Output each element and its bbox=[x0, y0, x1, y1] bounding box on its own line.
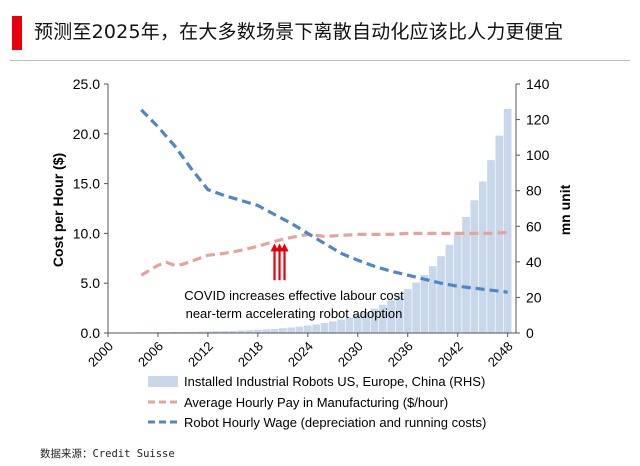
annotation-line-2: near-term accelerating robot adoption bbox=[186, 306, 403, 321]
legend-label-wage: Robot Hourly Wage (depreciation and runn… bbox=[184, 415, 486, 430]
left-tick-label: 25.0 bbox=[73, 76, 100, 92]
bar bbox=[295, 326, 304, 333]
bar bbox=[304, 325, 312, 333]
legend-swatch-robots bbox=[148, 376, 178, 387]
page-title: 预测至2025年，在大多数场景下离散自动化应该比人力更便宜 bbox=[34, 21, 564, 43]
arrow-head bbox=[280, 243, 289, 252]
annotation-line-1: COVID increases effective labour cost bbox=[184, 288, 404, 303]
x-tick-label: 2006 bbox=[135, 339, 166, 370]
left-tick-label: 5.0 bbox=[81, 275, 101, 291]
bar bbox=[354, 314, 362, 333]
bar bbox=[478, 181, 487, 333]
bar bbox=[362, 312, 370, 333]
bar bbox=[403, 289, 412, 333]
bar bbox=[212, 331, 221, 333]
x-tick-label: 2024 bbox=[285, 339, 316, 370]
bar bbox=[412, 282, 420, 333]
covid-arrows bbox=[270, 243, 289, 281]
x-tick-label: 2036 bbox=[385, 339, 416, 370]
bar bbox=[312, 324, 320, 333]
right-tick-label: 140 bbox=[526, 76, 550, 92]
bar bbox=[437, 256, 445, 333]
left-tick-label: 0.0 bbox=[81, 325, 101, 341]
x-tick-label: 2048 bbox=[485, 339, 516, 370]
bar bbox=[453, 231, 462, 333]
left-axis-title: Cost per Hour ($) bbox=[50, 153, 66, 267]
bar bbox=[179, 331, 187, 333]
chart-legend: Installed Industrial Robots US, Europe, … bbox=[148, 374, 486, 430]
bar bbox=[487, 160, 495, 333]
robot-installations-bars bbox=[120, 108, 512, 334]
robot-cost-chart: Cost per Hour ($) mn unit 0.0 5.0 10.0 15.0… bbox=[50, 76, 573, 430]
bar bbox=[445, 244, 454, 333]
bar bbox=[270, 328, 279, 333]
bar bbox=[195, 331, 204, 333]
title-bar: 预测至2025年，在大多数场景下离散自动化应该比人力更便宜 bbox=[0, 0, 640, 62]
right-tick-label: 120 bbox=[526, 112, 550, 128]
right-tick-label: 60 bbox=[526, 218, 542, 234]
left-tick-label: 15.0 bbox=[73, 176, 100, 192]
bar bbox=[170, 331, 179, 333]
right-tick-label: 20 bbox=[526, 289, 542, 305]
x-tick-label: 2000 bbox=[85, 339, 116, 370]
bar bbox=[337, 319, 345, 333]
bar bbox=[428, 266, 437, 333]
bar bbox=[220, 331, 229, 333]
bar bbox=[378, 304, 387, 333]
legend-label-pay: Average Hourly Pay in Manufacturing ($/h… bbox=[184, 395, 448, 410]
bar bbox=[329, 321, 337, 333]
bar bbox=[387, 300, 395, 333]
legend-label-robots: Installed Industrial Robots US, Europe, … bbox=[184, 374, 485, 389]
left-tick-label: 20.0 bbox=[73, 126, 100, 142]
title-divider bbox=[10, 60, 630, 61]
right-tick-label: 40 bbox=[526, 254, 542, 270]
bar bbox=[370, 308, 379, 333]
source-note: 数据来源：Credit Suisse bbox=[40, 448, 175, 460]
bar bbox=[254, 329, 262, 333]
x-tick-label: 2018 bbox=[235, 339, 266, 370]
right-tick-label: 100 bbox=[526, 147, 550, 163]
bar bbox=[187, 331, 196, 333]
x-tick-label: 2012 bbox=[185, 339, 216, 370]
right-axis-title: mn unit bbox=[557, 184, 573, 235]
x-tick-label: 2042 bbox=[435, 339, 466, 370]
left-tick-label: 10.0 bbox=[73, 225, 100, 241]
right-tick-label: 80 bbox=[526, 183, 542, 199]
bar bbox=[245, 330, 254, 333]
right-tick-label: 0 bbox=[526, 325, 534, 341]
bar bbox=[287, 327, 296, 333]
bar bbox=[345, 317, 354, 333]
bar bbox=[395, 295, 404, 333]
bar bbox=[462, 217, 470, 333]
bar bbox=[503, 108, 512, 334]
covid-annotation: COVID increases effective labour cost ne… bbox=[184, 288, 404, 321]
bar bbox=[237, 330, 246, 333]
bar bbox=[229, 330, 237, 333]
bar bbox=[470, 200, 479, 333]
chart-lines bbox=[140, 108, 508, 294]
title-accent-bar bbox=[12, 16, 22, 50]
bar bbox=[420, 274, 429, 333]
x-tick-label: 2030 bbox=[335, 339, 366, 370]
bar bbox=[279, 328, 287, 333]
bar bbox=[262, 329, 271, 333]
bar bbox=[320, 323, 329, 333]
bar bbox=[204, 331, 212, 333]
